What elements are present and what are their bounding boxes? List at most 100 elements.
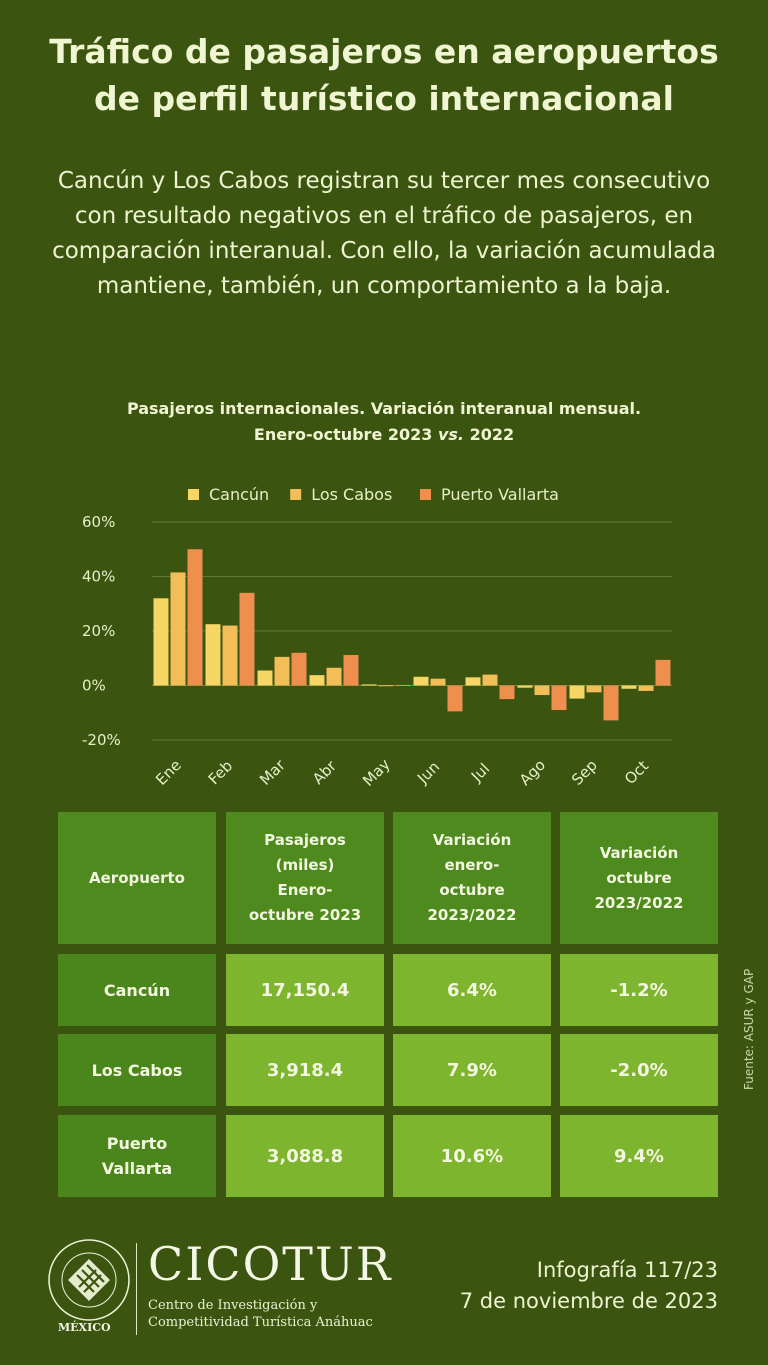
table-header-line: Aeropuerto — [89, 868, 185, 887]
university-seal-icon — [48, 1239, 130, 1321]
table-header-line: 2023/2022 — [594, 893, 684, 912]
source-note: Fuente: ASUR y GAP — [742, 968, 756, 1090]
logo-area: MÉXICO CICOTUR Centro de Investigación y… — [44, 1235, 390, 1345]
bar-puerto-vallarta — [343, 654, 359, 686]
x-tick-label: Feb — [205, 757, 237, 789]
table-header-line: enero- — [444, 856, 500, 874]
airport-name-text: Los Cabos — [92, 1058, 183, 1083]
bar-los-cabos — [482, 674, 498, 686]
chart-title-period: Enero-octubre 2023 — [253, 425, 438, 444]
bar-cancún — [413, 676, 429, 686]
table-header-line: (miles) — [275, 856, 335, 874]
table-header-cell: Pasajeros (miles) Enero-octubre 2023 — [226, 812, 384, 944]
brand-subtitle: Centro de Investigación y Competitividad… — [148, 1297, 373, 1331]
table-value-cell: -2.0% — [560, 1034, 718, 1106]
table-header-text: Variación enero-octubre 2023/2022 — [428, 828, 517, 928]
legend-swatch — [188, 489, 199, 500]
title-line-2: de perfil turístico internacional — [94, 79, 674, 118]
y-tick-label: 40% — [82, 568, 115, 586]
bar-los-cabos — [586, 685, 602, 693]
table-header-cell: Variación enero-octubre 2023/2022 — [393, 812, 551, 944]
table-header-line: octubre — [439, 881, 505, 899]
x-tick-label: Ago — [516, 756, 549, 789]
table-header-text: Variación octubre 2023/2022 — [595, 841, 684, 916]
x-tick-label: Sep — [568, 756, 601, 789]
bar-cancún — [153, 598, 169, 686]
bar-puerto-vallarta — [239, 592, 255, 686]
table-header-line: octubre 2023 — [248, 906, 362, 924]
x-tick-label: Ene — [152, 756, 185, 789]
bar-cancún — [569, 685, 585, 699]
page-title: Tráfico de pasajeros en aeropuertos de p… — [0, 28, 768, 122]
logo-divider — [136, 1243, 137, 1335]
bar-los-cabos — [170, 572, 186, 686]
chart-title-line-1: Pasajeros internacionales. Variación int… — [126, 399, 642, 418]
table-row-label: Los Cabos — [58, 1034, 216, 1106]
table-header-line: Pasajeros — [264, 831, 346, 849]
bar-puerto-vallarta — [395, 684, 411, 686]
table-value-cell: 10.6% — [393, 1115, 551, 1197]
airport-name-text: Cancún — [104, 978, 170, 1003]
bar-cancún — [309, 675, 325, 686]
bar-cancún — [465, 677, 481, 686]
legend-swatch — [290, 489, 302, 500]
y-tick-label: 0% — [82, 677, 106, 695]
bar-los-cabos — [378, 685, 394, 687]
bar-puerto-vallarta — [187, 549, 203, 686]
table-value-cell: 17,150.4 — [226, 954, 384, 1026]
legend-label: Puerto Vallarta — [441, 485, 559, 504]
chart-title-line-2: Enero-octubre 2023 vs. 2022 — [0, 422, 768, 448]
bar-puerto-vallarta — [603, 685, 619, 721]
airport-name-line: Los Cabos — [91, 1060, 183, 1080]
bar-cancún — [205, 624, 221, 686]
table-value-cell: 9.4% — [560, 1115, 718, 1197]
table-value-cell: 6.4% — [393, 954, 551, 1026]
airport-name-text: Puerto Vallarta — [102, 1131, 172, 1181]
table-row-label: Puerto Vallarta — [58, 1115, 216, 1197]
table-header-text: Pasajeros (miles) Enero-octubre 2023 — [249, 828, 361, 928]
bar-los-cabos — [326, 667, 342, 686]
airport-name-line: Cancún — [103, 980, 171, 1000]
bar-los-cabos — [534, 685, 550, 696]
x-tick-label: Oct — [621, 757, 652, 788]
bar-puerto-vallarta — [291, 652, 307, 686]
y-tick-label: -20% — [82, 731, 121, 749]
table-header-line: Variación — [432, 831, 512, 849]
table-value-cell: 3,918.4 — [226, 1034, 384, 1106]
table-header-line: Variación — [599, 843, 679, 862]
airport-name-line: Vallarta — [101, 1159, 173, 1178]
bar-cancún — [517, 685, 533, 688]
table-header-line: Enero- — [277, 881, 333, 899]
table-header-cell: Variación octubre 2023/2022 — [560, 812, 718, 944]
x-tick-label: Jun — [413, 758, 443, 788]
table-header-text: Aeropuerto — [89, 866, 185, 891]
bar-los-cabos — [274, 656, 290, 686]
table-value-cell: -1.2% — [560, 954, 718, 1026]
airport-name-line: Puerto — [106, 1134, 168, 1153]
brand-subtitle-line-1: Centro de Investigación y — [148, 1298, 318, 1313]
bar-los-cabos — [222, 625, 238, 686]
brand-name: CICOTUR — [148, 1237, 393, 1291]
bar-cancún — [621, 685, 637, 689]
x-tick-label: Mar — [256, 756, 289, 789]
table-header-cell: Aeropuerto — [58, 812, 216, 944]
chart-title-base-year: 2022 — [464, 425, 515, 444]
table-header-line: octubre — [606, 868, 672, 887]
country-label: MÉXICO — [58, 1321, 111, 1334]
table-value-cell: 7.9% — [393, 1034, 551, 1106]
chart-title-vs: vs. — [437, 425, 464, 444]
legend-label: Cancún — [209, 485, 269, 504]
x-tick-label: May — [359, 755, 394, 790]
subtitle: Cancún y Los Cabos registran su tercer m… — [52, 168, 716, 299]
infografia-number: Infografía 117/23 — [536, 1258, 718, 1282]
bar-puerto-vallarta — [447, 685, 463, 712]
bar-puerto-vallarta — [655, 659, 671, 686]
publication-date: 7 de noviembre de 2023 — [459, 1289, 718, 1313]
y-tick-label: 20% — [82, 622, 115, 640]
table-value-cell: 3,088.8 — [226, 1115, 384, 1197]
chart-title: Pasajeros internacionales. Variación int… — [0, 396, 768, 448]
x-tick-label: Jul — [467, 760, 493, 786]
y-tick-label: 60% — [82, 513, 115, 531]
bar-puerto-vallarta — [499, 685, 515, 700]
bar-puerto-vallarta — [551, 685, 567, 711]
